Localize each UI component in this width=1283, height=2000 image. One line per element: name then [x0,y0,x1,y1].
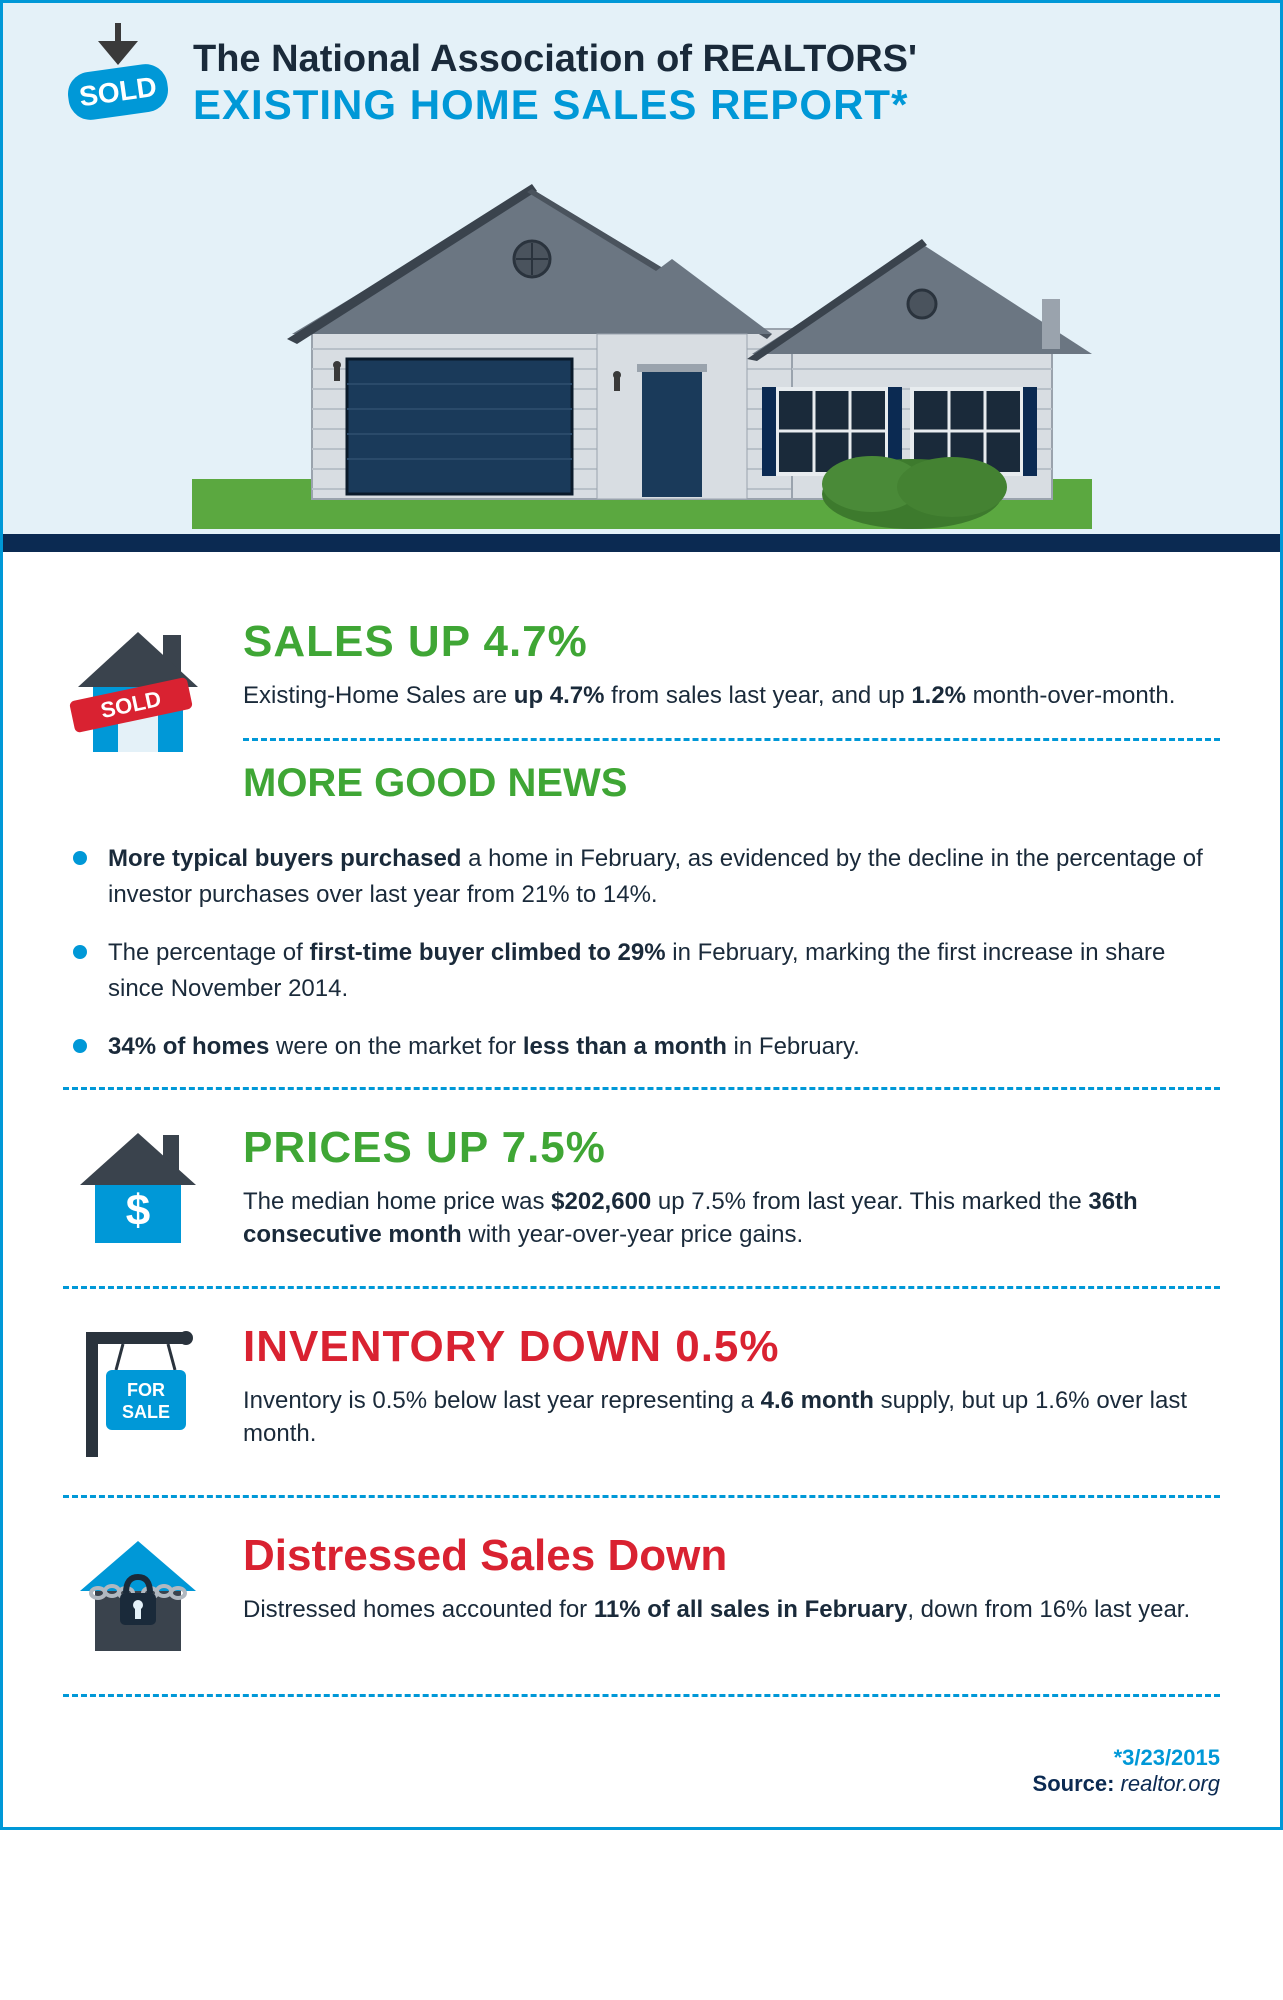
bullet-item: 34% of homes were on the market for less… [73,1029,1210,1065]
content: SOLD SALES UP 4.7% Existing-Home Sales a… [3,552,1280,1735]
dash-divider [243,738,1220,741]
header: SOLD The National Association of REALTOR… [3,3,1280,534]
dash-divider [63,1087,1220,1090]
house-illustration [63,149,1220,534]
sales-headline: SALES UP 4.7% [243,617,1220,667]
title-line1: The National Association of REALTORS' [193,38,1220,81]
inventory-desc: Inventory is 0.5% below last year repres… [243,1384,1220,1451]
footer-source-value: realtor.org [1121,1771,1220,1796]
footer: *3/23/2015 Source: realtor.org [3,1735,1280,1827]
goodnews-bullets: More typical buyers purchased a home in … [63,841,1220,1065]
footer-date: *3/23/2015 [63,1745,1220,1771]
section-prices: $ PRICES UP 7.5% The median home price w… [63,1098,1220,1278]
navy-divider [3,534,1280,552]
house-sold-icon: SOLD [63,617,213,816]
sales-desc: Existing-Home Sales are up 4.7% from sal… [243,679,1220,713]
prices-headline: PRICES UP 7.5% [243,1123,1220,1173]
footer-source-label: Source: [1033,1771,1121,1796]
title-line2: EXISTING HOME SALES REPORT* [193,81,1220,129]
inventory-headline: INVENTORY DOWN 0.5% [243,1322,1220,1372]
infographic-page: SOLD The National Association of REALTOR… [0,0,1283,1830]
svg-text:FOR: FOR [127,1380,165,1400]
svg-text:$: $ [126,1186,150,1235]
prices-desc: The median home price was $202,600 up 7.… [243,1185,1220,1252]
bullet-item: The percentage of first-time buyer climb… [73,935,1210,1007]
sold-hanger-icon: SOLD [63,23,173,138]
svg-text:SALE: SALE [122,1402,170,1422]
house-lock-icon [63,1531,213,1661]
dash-divider [63,1495,1220,1498]
distressed-desc: Distressed homes accounted for 11% of al… [243,1593,1220,1627]
section-sales: SOLD SALES UP 4.7% Existing-Home Sales a… [63,592,1220,841]
section-inventory: FOR SALE INVENTORY DOWN 0.5% Inventory i… [63,1297,1220,1487]
section-distressed: Distressed Sales Down Distressed homes a… [63,1506,1220,1686]
house-dollar-icon: $ [63,1123,213,1253]
bullet-item: More typical buyers purchased a home in … [73,841,1210,913]
goodnews-subhead: MORE GOOD NEWS [243,761,1220,806]
dash-divider [63,1286,1220,1289]
distressed-headline: Distressed Sales Down [243,1531,1220,1581]
for-sale-sign-icon: FOR SALE [63,1322,213,1462]
title-block: The National Association of REALTORS' EX… [193,33,1220,129]
dash-divider [63,1694,1220,1697]
